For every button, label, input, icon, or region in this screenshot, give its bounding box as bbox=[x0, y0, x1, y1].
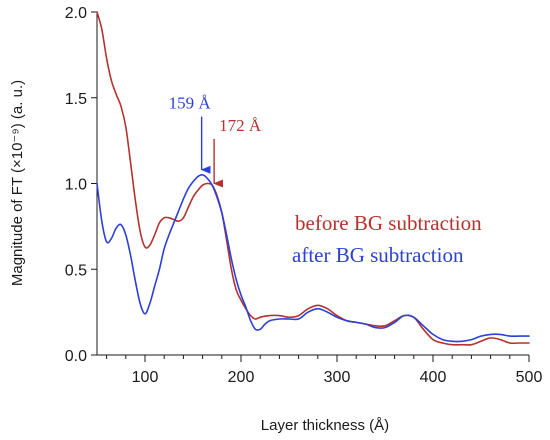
peak-172-annotation-label: 172 Å bbox=[219, 116, 262, 135]
y-tick-label: 1.5 bbox=[65, 91, 87, 108]
y-tick-label: 2.0 bbox=[65, 5, 87, 22]
legend: before BG subtraction after BG subtracti… bbox=[292, 211, 482, 267]
x-tick-label: 500 bbox=[516, 369, 543, 386]
y-tick-label: 0.0 bbox=[65, 348, 87, 365]
y-tick-label: 0.5 bbox=[65, 262, 87, 279]
series-after-bg-line bbox=[96, 174, 530, 343]
x-tick-label: 400 bbox=[420, 369, 447, 386]
peak-annotations: 159 Å 172 Å bbox=[169, 94, 262, 188]
series-lines bbox=[96, 11, 530, 346]
x-tick-label: 200 bbox=[228, 369, 255, 386]
axis-ticks: 0.0 0.5 1.0 1.5 2.0 100 200 300 400 500 bbox=[65, 5, 543, 386]
legend-entry-before-bg: before BG subtraction bbox=[295, 211, 482, 235]
y-tick-label: 1.0 bbox=[65, 177, 87, 194]
x-tick-label: 100 bbox=[132, 369, 159, 386]
plot-area: 0.0 0.5 1.0 1.5 2.0 100 200 300 400 500 159 Å 172 … bbox=[65, 5, 543, 386]
x-tick-label: 300 bbox=[324, 369, 351, 386]
legend-entry-after-bg: after BG subtraction bbox=[292, 243, 464, 267]
series-before-bg-line bbox=[96, 11, 530, 346]
x-axis-title: Layer thickness (Å) bbox=[261, 417, 389, 434]
peak-159-annotation-label: 159 Å bbox=[169, 94, 212, 113]
y-axis-title: Magnitude of FT (×10⁻⁹) (a. u.) bbox=[9, 80, 26, 286]
